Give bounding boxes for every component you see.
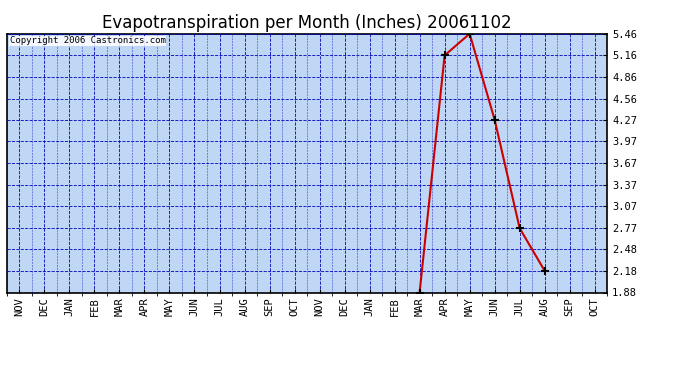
Title: Evapotranspiration per Month (Inches) 20061102: Evapotranspiration per Month (Inches) 20… [102,14,512,32]
Text: Copyright 2006 Castronics.com: Copyright 2006 Castronics.com [10,36,166,45]
